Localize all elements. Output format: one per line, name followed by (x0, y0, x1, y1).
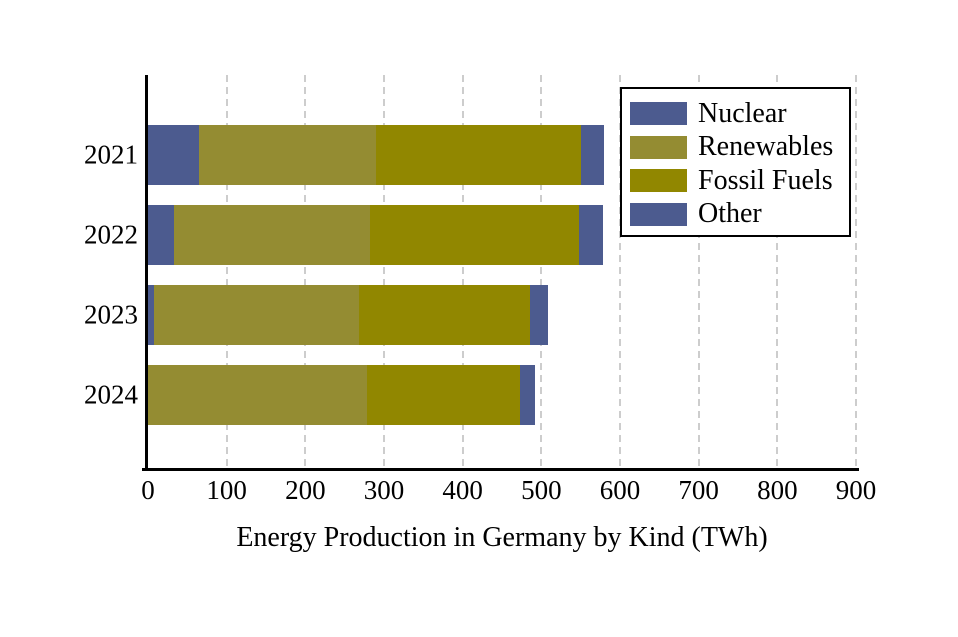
bar-segment-2021-other (580, 125, 605, 185)
x-tick-label-100: 100 (206, 475, 247, 505)
bar-2024 (148, 365, 856, 425)
gridline-700 (697, 75, 700, 468)
bar-segment-2023-renewables (153, 285, 359, 345)
gridline-400 (461, 75, 464, 468)
legend: Nuclear Renewables Fossil Fuels Other (620, 87, 851, 237)
legend-label-other: Other (698, 198, 762, 230)
bar-2022 (148, 205, 856, 265)
gridline-900 (855, 75, 857, 468)
legend-swatch-renewables (630, 135, 687, 159)
y-axis-spine (145, 75, 148, 471)
x-tick-label-0: 0 (141, 475, 155, 505)
gridline-800 (776, 75, 779, 468)
bar-segment-2022-other (579, 205, 603, 265)
x-tick-label-400: 400 (442, 475, 483, 505)
gridline-200 (304, 75, 307, 468)
legend-item-nuclear: Nuclear (630, 97, 849, 131)
x-tick-label-500: 500 (521, 475, 562, 505)
chart-title: Energy Production in Germany by Kind (TW… (236, 522, 768, 553)
x-tick-label-700: 700 (678, 475, 719, 505)
y-tick-label-2023: 2023 (84, 299, 138, 330)
bar-segment-2023-fossil-fuels (358, 285, 530, 345)
gridline-500 (540, 75, 543, 468)
x-tick-label-800: 800 (757, 475, 798, 505)
bar-segment-2024-other (520, 365, 536, 425)
gridlines-layer (148, 75, 857, 468)
legend-item-fossil-fuels: Fossil Fuels (630, 164, 849, 198)
y-tick-label-2022: 2022 (84, 219, 138, 250)
bar-segment-2021-fossil-fuels (376, 125, 581, 185)
bar-2021 (148, 125, 856, 185)
bar-2023 (148, 285, 856, 345)
x-tick-label-200: 200 (285, 475, 326, 505)
gridline-600 (619, 75, 621, 468)
legend-swatch-other (630, 202, 687, 226)
legend-item-other: Other (630, 198, 849, 232)
legend-item-renewables: Renewables (630, 131, 849, 165)
bar-segment-2023-other (529, 285, 549, 345)
gridline-300 (383, 75, 385, 468)
legend-swatch-nuclear (630, 102, 687, 126)
x-tick-label-300: 300 (363, 475, 405, 505)
gridline-100 (225, 75, 228, 468)
y-tick-label-2021: 2021 (84, 139, 138, 170)
bar-segment-2024-renewables (148, 365, 367, 425)
legend-label-renewables: Renewables (698, 131, 834, 163)
x-axis-spine (142, 468, 859, 471)
bar-segment-2022-fossil-fuels (369, 205, 580, 265)
legend-swatch-fossil-fuels (630, 169, 687, 193)
bar-segment-2022-renewables (173, 205, 370, 265)
bar-segment-2022-nuclear (148, 205, 174, 265)
legend-label-fossil-fuels: Fossil Fuels (698, 164, 833, 196)
bar-segment-2023-nuclear (148, 285, 154, 345)
bar-segment-2021-renewables (199, 125, 377, 185)
x-tick-label-600: 600 (599, 475, 641, 505)
legend-label-nuclear: Nuclear (698, 97, 787, 129)
x-tick-label-900: 900 (835, 475, 877, 505)
bar-segment-2021-nuclear (148, 125, 200, 185)
plot-area (142, 75, 859, 471)
bar-segment-2024-fossil-fuels (366, 365, 521, 425)
bars-layer (148, 75, 856, 468)
y-tick-label-2024: 2024 (84, 379, 138, 410)
